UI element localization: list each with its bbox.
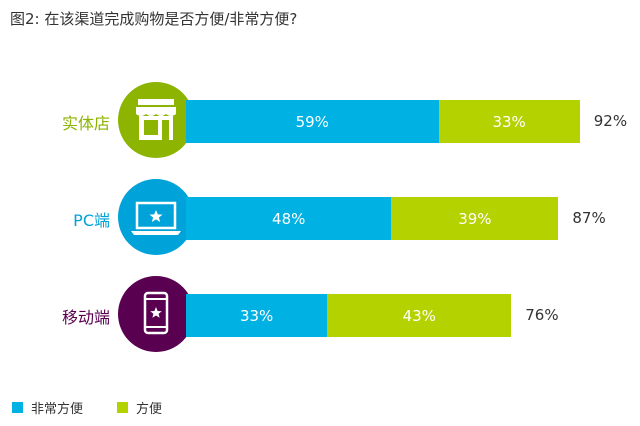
legend-swatch	[12, 402, 23, 413]
legend-label: 非常方便	[31, 402, 84, 417]
bar-segment: 59%	[186, 100, 439, 143]
laptop-icon	[118, 179, 194, 255]
bar-segment: 33%	[186, 294, 328, 337]
legend-swatch	[117, 402, 129, 413]
data-label: 48%	[272, 209, 306, 228]
bar-pc: 48% 39%	[186, 197, 559, 240]
data-label: 59%	[295, 112, 329, 131]
category-label: 实体店	[61, 114, 110, 133]
bar-segment: 39%	[391, 197, 559, 240]
total-label: 87%	[572, 209, 606, 227]
store-icon	[118, 82, 194, 158]
legend-item-convenient: 方便	[117, 398, 162, 417]
legend-item-very-convenient: 非常方便	[12, 398, 83, 417]
bar-segment: 43%	[327, 294, 512, 337]
chart-row-pc: PC端 48% 39% 87%	[0, 173, 640, 263]
data-label: 33%	[239, 306, 274, 325]
legend-label: 方便	[136, 402, 163, 417]
chart-row-store: 实体店 59% 33% 92%	[0, 76, 640, 166]
category-label: 移动端	[61, 308, 110, 327]
data-label: 39%	[458, 209, 492, 228]
total-label: 76%	[525, 306, 559, 324]
bar-segment: 48%	[186, 197, 392, 240]
bar-mobile: 33% 43%	[186, 294, 512, 337]
smartphone-icon	[118, 276, 194, 352]
data-label: 33%	[492, 112, 526, 131]
data-label: 43%	[402, 306, 436, 325]
bar-store: 59% 33%	[186, 100, 580, 143]
bar-segment: 33%	[438, 100, 580, 143]
chart-title: 图2: 在该渠道完成购物是否方便/非常方便?	[10, 10, 298, 28]
category-label: PC端	[73, 211, 110, 230]
legend: 非常方便 方便	[12, 398, 188, 417]
total-label: 92%	[593, 112, 628, 130]
chart-row-mobile: 移动端 33% 43% 76%	[0, 270, 640, 360]
